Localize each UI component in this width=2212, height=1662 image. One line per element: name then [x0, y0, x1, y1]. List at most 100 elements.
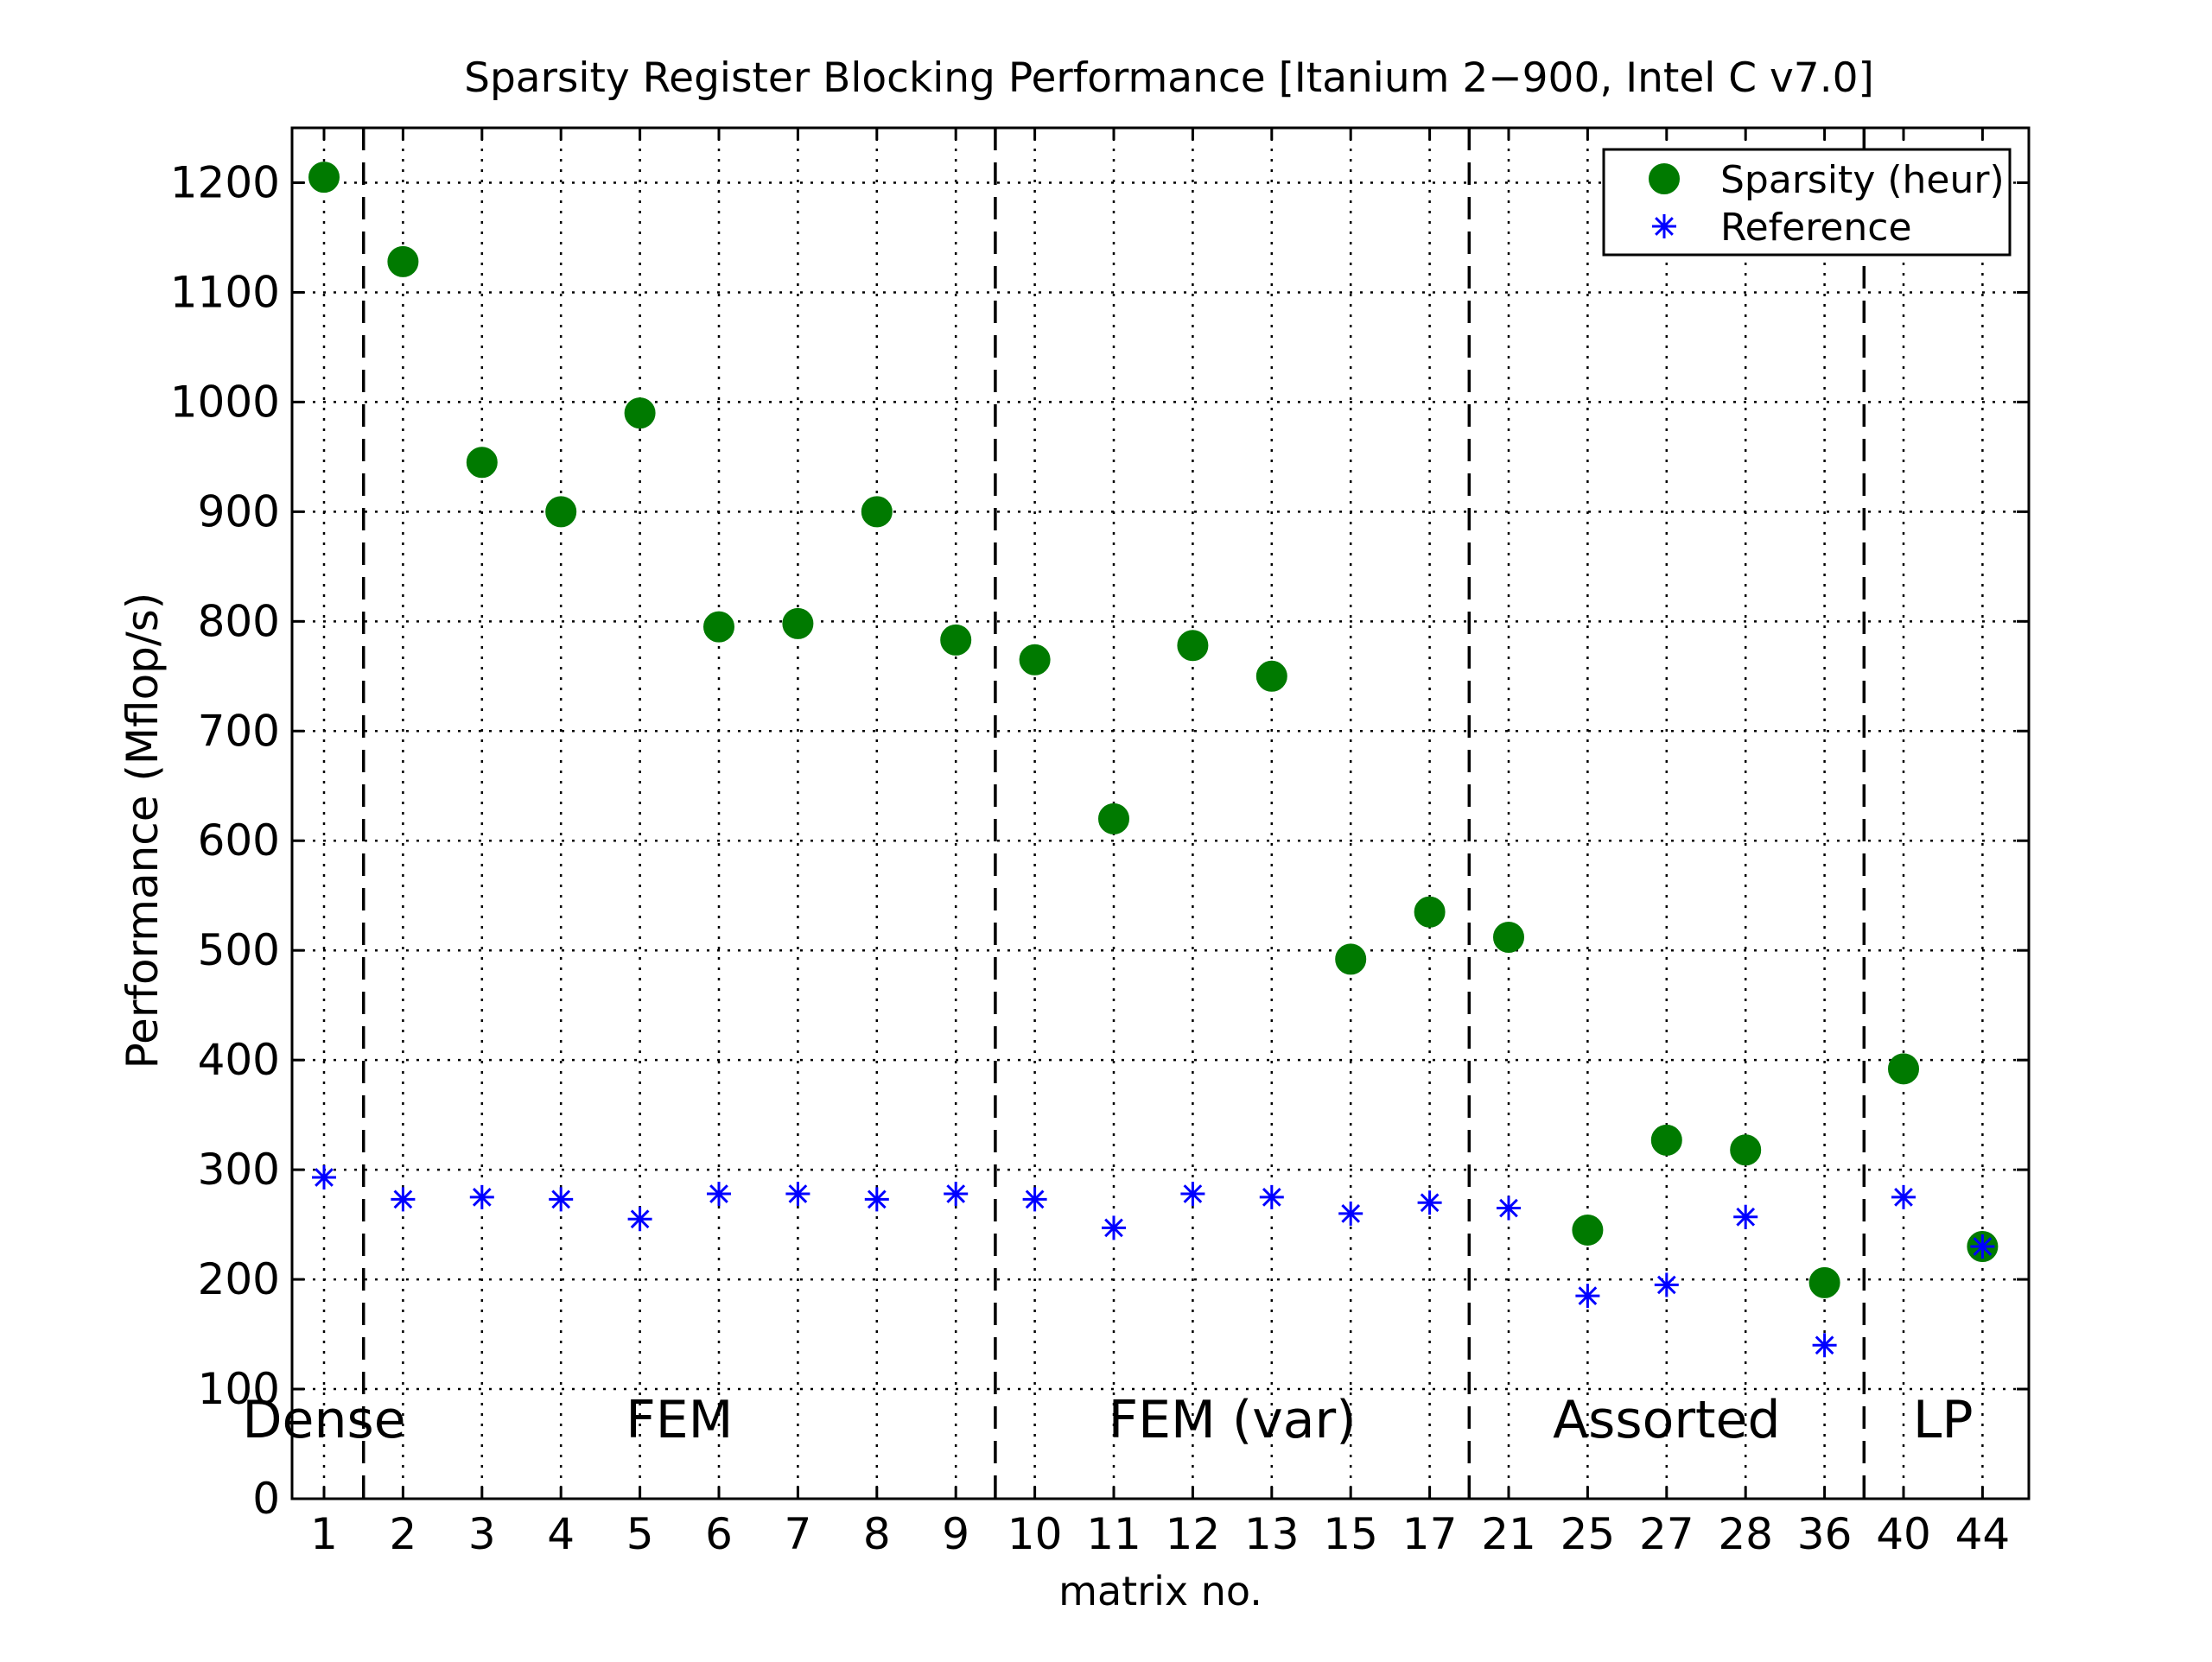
- data-point-sparsity: [1414, 896, 1446, 928]
- x-tick-label: 25: [1560, 1509, 1616, 1559]
- group-label: Assorted: [1553, 1390, 1780, 1450]
- data-point-reference: [469, 1184, 494, 1209]
- series-reference: [312, 1165, 1995, 1358]
- group-label: LP: [1913, 1390, 1974, 1450]
- y-tick-label: 500: [198, 925, 280, 975]
- data-point-reference: [1970, 1234, 1995, 1259]
- group-label: Dense: [242, 1390, 405, 1450]
- group-separators: [361, 128, 1866, 1499]
- chart-title: Sparsity Register Blocking Performance […: [464, 54, 1874, 102]
- data-point-sparsity: [1177, 630, 1209, 662]
- x-tick-label: 4: [547, 1509, 575, 1559]
- legend-items: Sparsity (heur)Reference: [1649, 158, 2005, 250]
- y-tick-label: 200: [198, 1254, 280, 1304]
- data-point-sparsity: [1255, 660, 1287, 692]
- group-label: FEM (var): [1109, 1390, 1357, 1450]
- data-point-sparsity: [1335, 943, 1367, 975]
- legend-marker-reference: [1652, 214, 1676, 238]
- axis-ticks: [292, 128, 2029, 1500]
- x-tick-label: 12: [1166, 1509, 1221, 1559]
- data-point-sparsity: [1572, 1214, 1604, 1246]
- data-point-reference: [1575, 1284, 1600, 1309]
- x-tick-label: 36: [1797, 1509, 1853, 1559]
- data-point-reference: [1180, 1182, 1205, 1207]
- data-point-sparsity: [1888, 1053, 1919, 1085]
- y-tick-label: 600: [198, 815, 280, 866]
- x-tick-label: 17: [1402, 1509, 1458, 1559]
- series-sparsity-heur: [308, 162, 1999, 1298]
- data-point-reference: [785, 1182, 810, 1207]
- data-point-sparsity: [940, 624, 972, 656]
- legend-label: Sparsity (heur): [1720, 158, 2005, 202]
- y-tick-label: 800: [198, 596, 280, 646]
- x-tick-label: 2: [389, 1509, 416, 1559]
- y-tick-label: 1100: [170, 267, 280, 317]
- x-tick-label: 27: [1639, 1509, 1694, 1559]
- data-point-reference: [1259, 1184, 1284, 1209]
- data-point-reference: [1733, 1204, 1758, 1229]
- data-point-reference: [944, 1182, 969, 1207]
- y-tick-labels: 0 100 200 300 400 500 600 700 800 900 1000 1100 1200: [170, 157, 280, 1524]
- data-point-sparsity: [545, 496, 577, 528]
- x-tick-label: 8: [863, 1509, 891, 1559]
- x-tick-label: 3: [468, 1509, 496, 1559]
- data-point-reference: [1102, 1215, 1126, 1240]
- data-point-sparsity: [466, 447, 498, 479]
- x-tick-label: 1: [310, 1509, 338, 1559]
- data-point-reference: [1497, 1196, 1521, 1221]
- data-point-sparsity: [308, 162, 340, 193]
- x-tick-label: 5: [626, 1509, 654, 1559]
- x-tick-label: 15: [1323, 1509, 1378, 1559]
- y-tick-label: 100: [198, 1364, 280, 1414]
- data-point-sparsity: [1019, 644, 1051, 676]
- data-point-reference: [1417, 1190, 1442, 1215]
- x-tick-label: 11: [1086, 1509, 1141, 1559]
- data-point-sparsity: [861, 496, 893, 528]
- data-point-sparsity: [1098, 802, 1129, 834]
- data-point-reference: [1891, 1184, 1916, 1209]
- x-axis-label: matrix no.: [1058, 1568, 1262, 1614]
- group-label: FEM: [626, 1390, 733, 1450]
- x-tick-labels: 1 2 3 4 5 6 7 8 9 10 11 12 13 15 17 21 25 27 28 36 40 44: [310, 1509, 2010, 1559]
- data-point-reference: [391, 1187, 416, 1212]
- x-tick-label: 6: [705, 1509, 733, 1559]
- data-point-sparsity: [624, 397, 656, 429]
- series: [308, 162, 1999, 1358]
- data-point-sparsity: [1493, 921, 1524, 953]
- y-tick-label: 0: [252, 1474, 280, 1524]
- x-tick-label: 40: [1876, 1509, 1931, 1559]
- data-point-reference: [549, 1187, 574, 1212]
- y-tick-label: 700: [198, 706, 280, 756]
- y-tick-label: 300: [198, 1145, 280, 1195]
- data-point-sparsity: [782, 607, 814, 639]
- legend-marker-sparsity: [1649, 163, 1680, 194]
- data-point-sparsity: [1650, 1124, 1682, 1156]
- x-tick-label: 10: [1007, 1509, 1063, 1559]
- x-tick-label: 13: [1244, 1509, 1300, 1559]
- data-point-reference: [312, 1165, 336, 1190]
- y-tick-label: 1200: [170, 157, 280, 207]
- data-point-sparsity: [1730, 1134, 1762, 1166]
- data-point-reference: [864, 1187, 889, 1212]
- data-point-sparsity: [387, 245, 419, 277]
- data-point-reference: [1812, 1333, 1837, 1358]
- legend: Sparsity (heur)Reference: [1602, 148, 2012, 257]
- y-axis-label: Performance (Mflop/s): [118, 593, 168, 1069]
- data-point-reference: [707, 1182, 731, 1207]
- x-tick-label: 9: [942, 1509, 969, 1559]
- x-tick-label: 21: [1481, 1509, 1536, 1559]
- data-point-reference: [627, 1207, 652, 1232]
- legend-label: Reference: [1720, 206, 1912, 250]
- data-point-reference: [1022, 1187, 1047, 1212]
- data-point-reference: [1654, 1272, 1679, 1297]
- data-point-sparsity: [703, 611, 734, 643]
- x-tick-label: 44: [1955, 1509, 2011, 1559]
- group-labels: Dense FEM FEM (var) Assorted LP: [242, 1390, 1973, 1450]
- plot-frame: [290, 126, 2031, 1500]
- data-point-reference: [1338, 1201, 1363, 1226]
- data-point-sparsity: [1808, 1266, 1840, 1298]
- y-tick-label: 1000: [170, 377, 280, 427]
- y-tick-label: 900: [198, 486, 280, 536]
